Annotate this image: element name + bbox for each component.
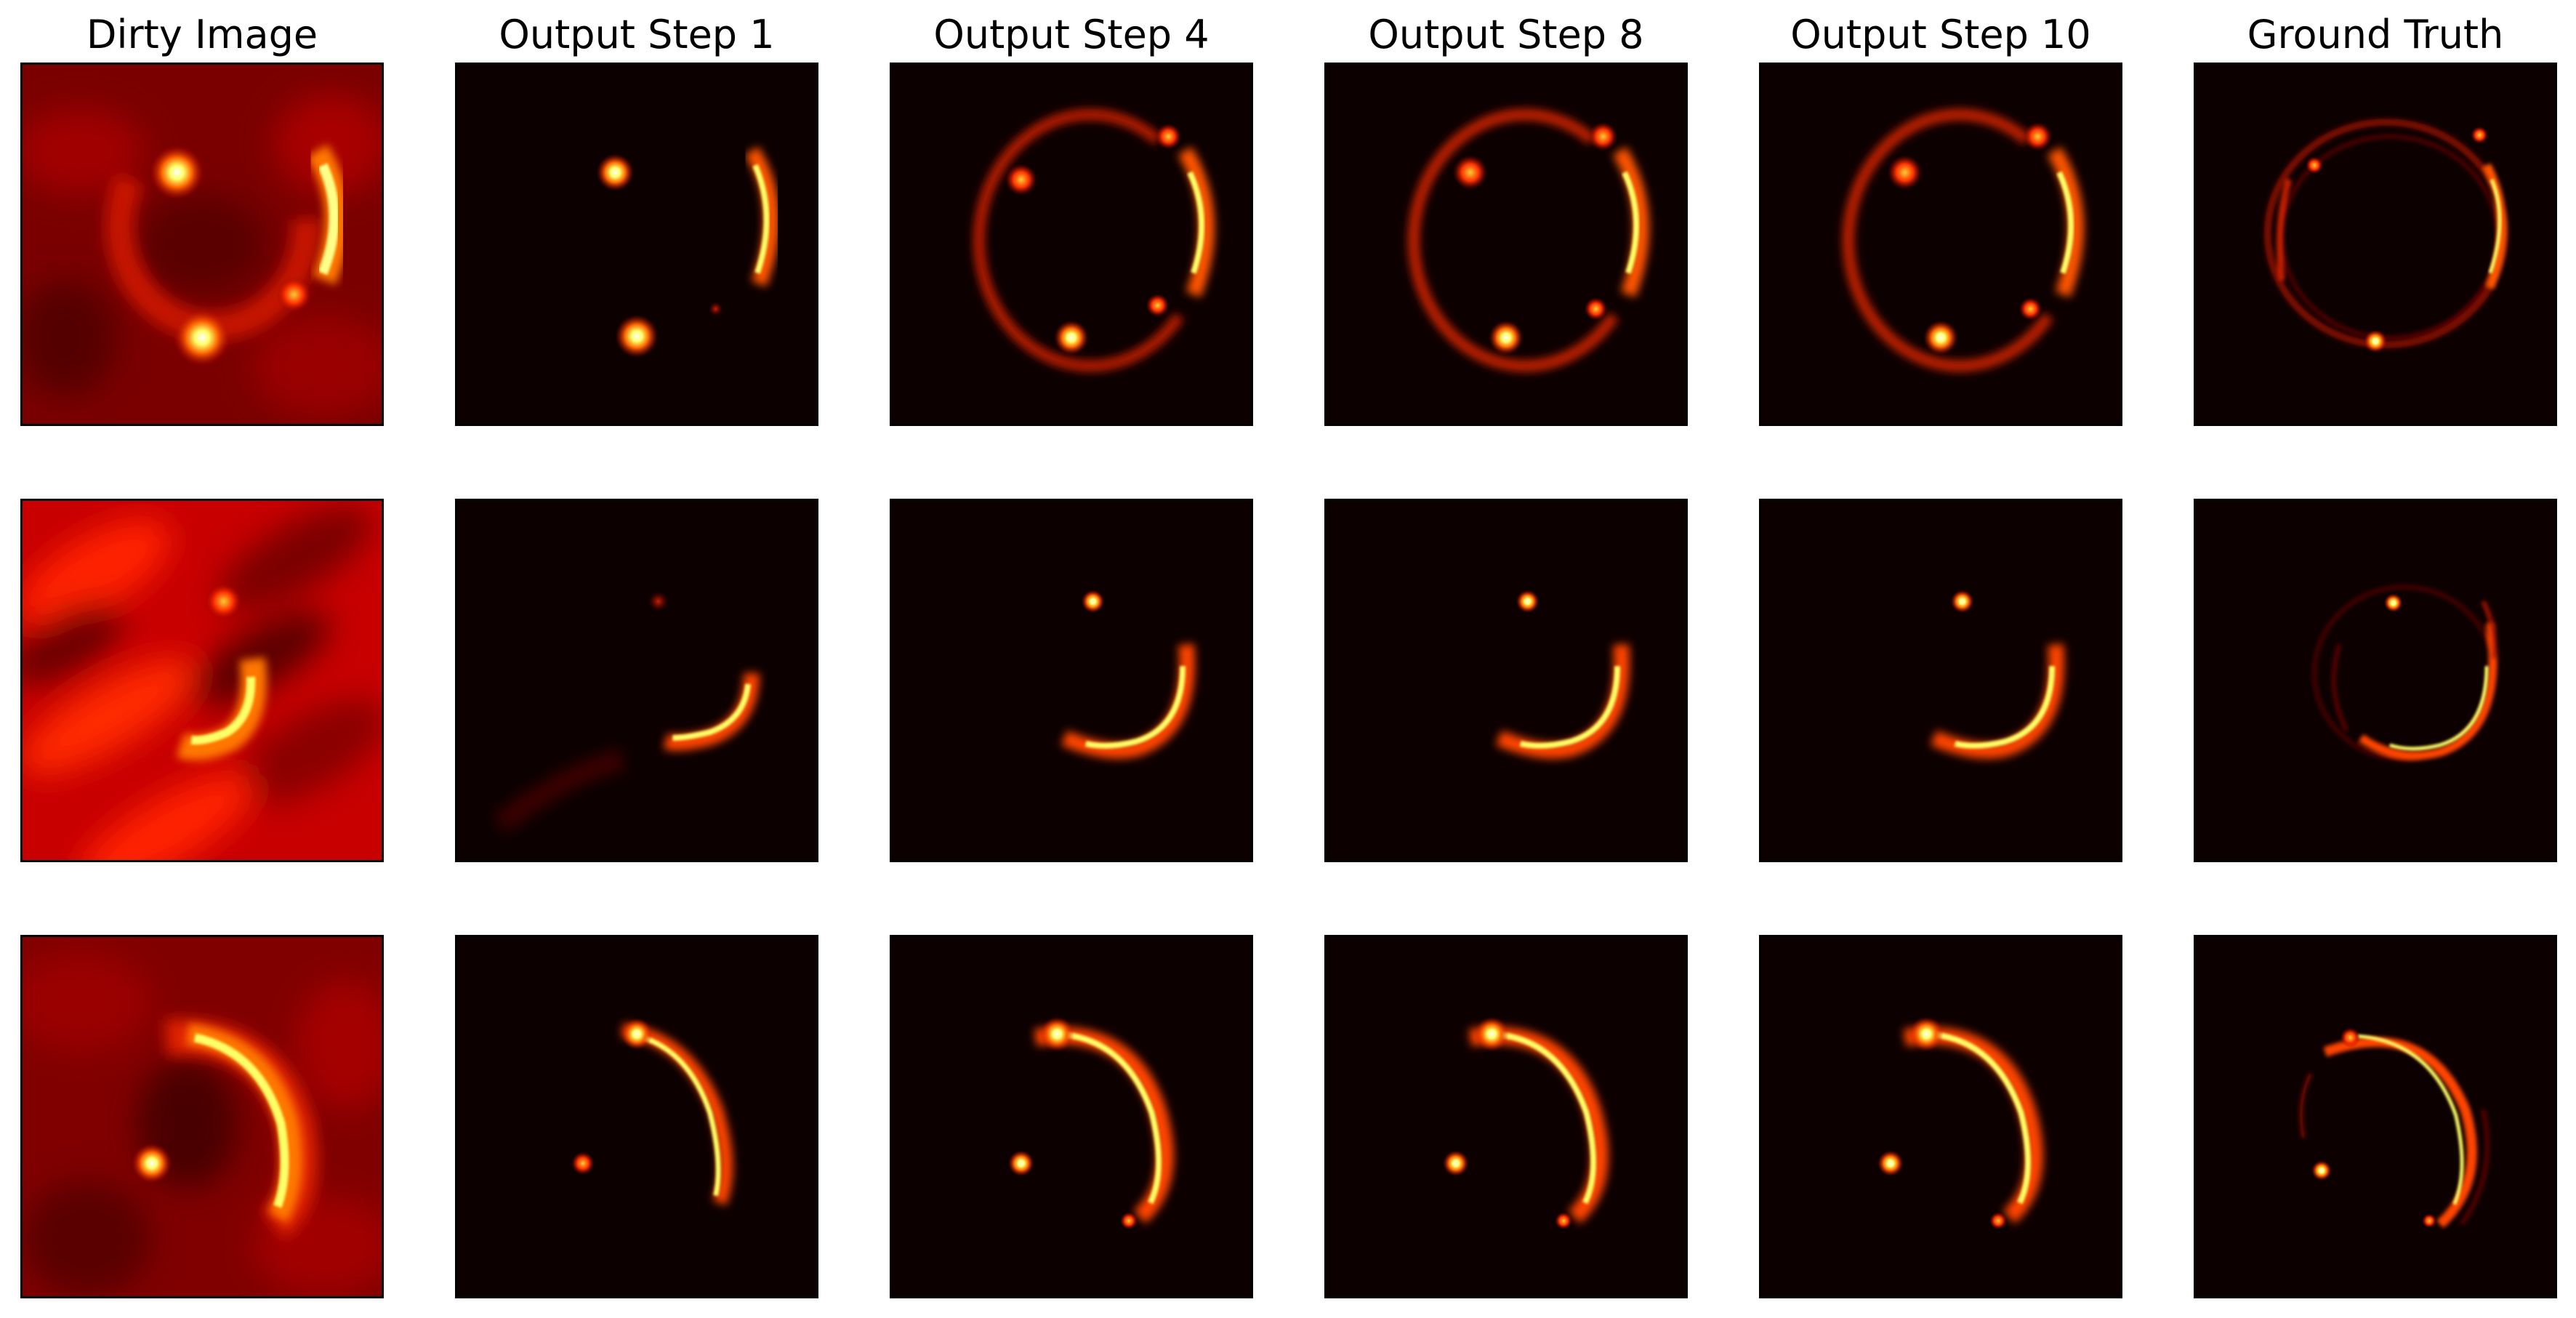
column-title-output-step-8: Output Step 8 — [1368, 12, 1644, 57]
panel-row1-output-step-1 — [455, 63, 818, 426]
panel-row1-output-step-10 — [1759, 63, 2122, 426]
panel-row3-output-step-4 — [890, 935, 1253, 1298]
panel-row2-output-step-1 — [455, 499, 818, 862]
panel-row1-dirty-image — [20, 63, 384, 426]
panel-row2-output-step-4 — [890, 499, 1253, 862]
column-title-ground-truth: Ground Truth — [2247, 12, 2504, 57]
column-title-output-step-1: Output Step 1 — [499, 12, 775, 57]
panel-row2-output-step-10 — [1759, 499, 2122, 862]
panel-row2-ground-truth — [2194, 499, 2557, 862]
column-title-output-step-4: Output Step 4 — [933, 12, 1209, 57]
panel-row3-ground-truth — [2194, 935, 2557, 1298]
panel-row1-ground-truth — [2194, 63, 2557, 426]
panel-row3-output-step-8 — [1324, 935, 1688, 1298]
panel-row3-dirty-image — [20, 935, 384, 1298]
panel-row1-output-step-8 — [1324, 63, 1688, 426]
column-title-output-step-10: Output Step 10 — [1790, 12, 2091, 57]
column-title-dirty-image: Dirty Image — [86, 12, 318, 57]
panel-row3-output-step-1 — [455, 935, 818, 1298]
panel-row2-output-step-8 — [1324, 499, 1688, 862]
panel-row3-output-step-10 — [1759, 935, 2122, 1298]
panel-row2-dirty-image — [20, 499, 384, 862]
panel-row1-output-step-4 — [890, 63, 1253, 426]
